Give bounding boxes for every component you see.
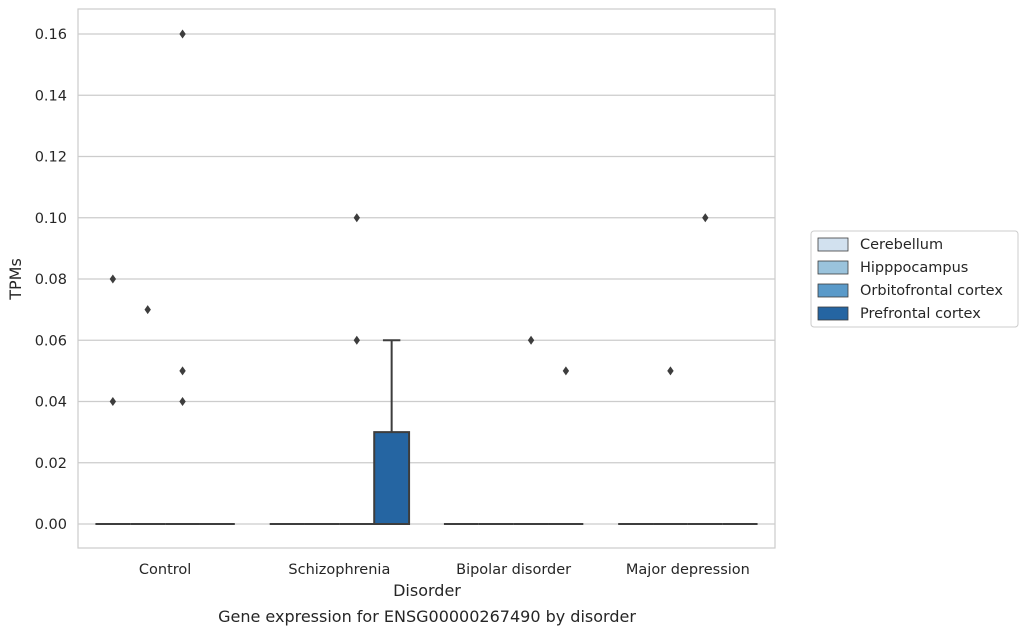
chart-caption: Gene expression for ENSG00000267490 by d… (218, 607, 636, 626)
x-tick-label: Control (139, 562, 191, 578)
legend-swatch (817, 306, 849, 321)
legend-swatch (817, 283, 849, 298)
legend-label: Prefrontal cortex (860, 306, 981, 322)
legend-swatch (817, 237, 849, 252)
outliers (109, 29, 709, 406)
y-tick-label: 0.06 (35, 333, 67, 349)
outlier-point (179, 29, 186, 39)
y-tick-label: 0.04 (35, 395, 67, 411)
y-tick-label: 0.00 (35, 517, 67, 533)
legend-label: Orbitofrontal cortex (860, 283, 1003, 299)
outlier-point (144, 305, 151, 315)
plot-frame (77, 8, 776, 549)
x-tick-label: Bipolar disorder (456, 562, 571, 578)
y-tick-label: 0.14 (35, 88, 67, 104)
outlier-point (702, 213, 709, 223)
outlier-point (179, 397, 186, 406)
y-tick-label: 0.08 (35, 272, 67, 288)
outlier-point (353, 335, 360, 345)
legend-swatch (817, 260, 849, 275)
box (373, 431, 411, 525)
outlier-point (353, 213, 360, 223)
outlier-point (667, 366, 674, 376)
outlier-point (527, 335, 535, 345)
y-axis-label: TPMs (6, 258, 25, 301)
outlier-point (109, 274, 117, 284)
y-tick-label: 0.16 (35, 27, 67, 43)
y-tick-label: 0.12 (35, 150, 67, 166)
x-tick-label: Major depression (626, 562, 750, 578)
y-tick-label: 0.10 (35, 211, 67, 227)
outlier-point (179, 366, 186, 376)
legend: Cerebellum Hipppocampus Orbitofrontal cort… (810, 230, 1019, 328)
x-tick-label: Schizophrenia (288, 562, 390, 578)
x-axis-label: Disorder (393, 581, 461, 600)
legend-frame (810, 230, 1019, 328)
outlier-point (109, 397, 117, 406)
gridlines (78, 33, 775, 525)
x-tick-labels: Control Schizophrenia Bipolar disorder Majo… (139, 562, 750, 578)
outlier-point (562, 366, 570, 376)
y-tick-label: 0.02 (35, 456, 67, 472)
y-tick-labels: 0.00 0.02 0.04 0.06 0.08 0.10 0.12 0.14 0.16 (35, 27, 67, 533)
boxes (95, 339, 758, 525)
legend-label: Hipppocampus (860, 260, 968, 276)
box-group (373, 339, 411, 525)
legend-label: Cerebellum (860, 237, 943, 253)
